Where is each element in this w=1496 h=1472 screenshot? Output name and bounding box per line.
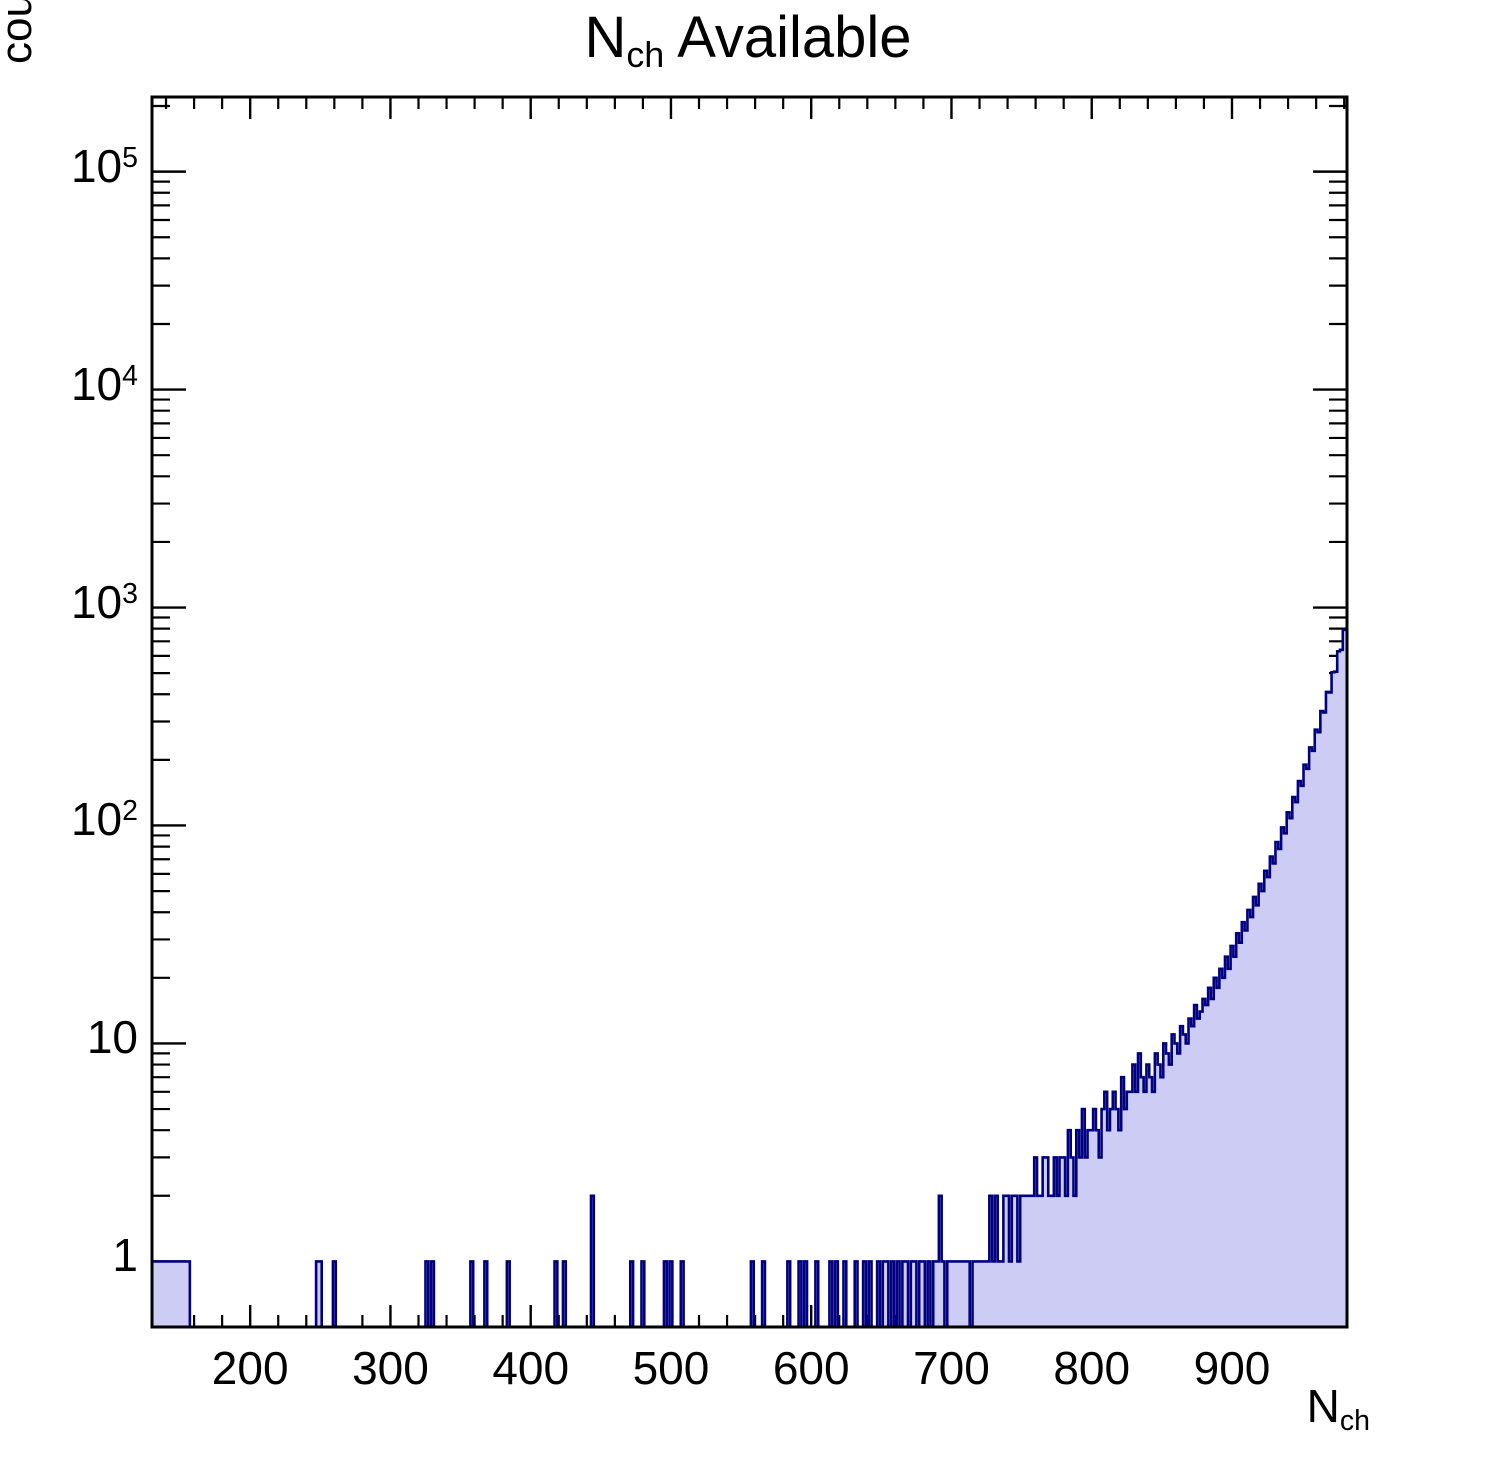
- page-title: Nch Available: [0, 4, 1496, 76]
- x-tick-label: 500: [632, 1342, 710, 1394]
- title-rest: Available: [664, 5, 912, 70]
- x-tick-label: 300: [352, 1342, 429, 1394]
- y-tick-label: 10: [86, 1011, 138, 1064]
- histogram-fill: [153, 629, 1346, 1327]
- y-tick-label: 102: [70, 793, 138, 846]
- x-axis-title-subscript: ch: [1339, 1405, 1370, 1437]
- x-tick-label: 200: [211, 1342, 289, 1394]
- y-tick-label: 103: [70, 575, 138, 628]
- x-tick-label: 600: [772, 1342, 850, 1394]
- histogram-outline: [153, 628, 1346, 1327]
- title-subscript: ch: [626, 34, 665, 76]
- y-tick-label: 104: [70, 357, 138, 410]
- x-tick-label: 400: [492, 1342, 570, 1394]
- x-tick-label: 900: [1193, 1342, 1271, 1394]
- x-tick-label: 800: [1053, 1342, 1131, 1394]
- x-tick-label: 700: [913, 1342, 990, 1394]
- y-tick-label: 1: [112, 1229, 138, 1282]
- plot-frame: [150, 95, 1349, 1329]
- title-main: N: [584, 5, 627, 70]
- x-axis-title-main: N: [1306, 1380, 1340, 1433]
- x-axis-title: Nch: [1307, 1379, 1370, 1438]
- y-tick-label: 105: [70, 139, 138, 192]
